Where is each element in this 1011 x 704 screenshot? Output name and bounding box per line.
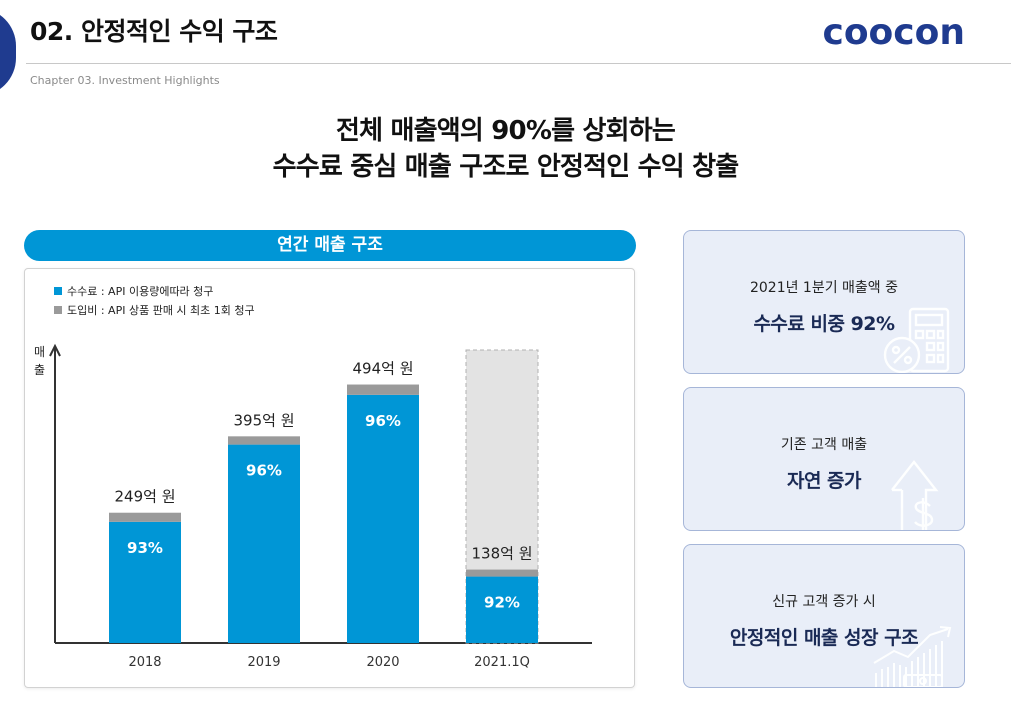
legend-swatch-fee: [54, 287, 62, 295]
bar-fee: [347, 394, 419, 643]
bar-fee: [109, 521, 181, 643]
highlight-card-existing-customers: 기존 고객 매출 자연 증가: [683, 387, 965, 531]
bar-fee: [228, 444, 300, 643]
highlight-card-new-customers: 신규 고객 증가 시 안정적인 매출 성장 구조: [683, 544, 965, 688]
headline-line-1: 전체 매출액의 90%를 상회하는: [336, 116, 676, 146]
highlight-card-fee-share: 2021년 1분기 매출액 중 수수료 비중 92%: [683, 230, 965, 374]
legend-label-fee: 수수료 : API 이용량에따라 청구: [67, 285, 214, 298]
card-headline: 자연 증가: [786, 470, 862, 492]
legend-item-setup: 도입비 : API 상품 판매 시 최초 1회 청구: [54, 302, 255, 318]
headline-line-2: 수수료 중심 매출 구조로 안정적인 수익 창출: [272, 152, 739, 182]
calculator-percent-icon: [883, 307, 950, 373]
card-caption: 신규 고객 증가 시: [772, 594, 876, 610]
bar-share-label: 96%: [365, 412, 401, 430]
x-tick-label: 2019: [247, 655, 280, 670]
legend-label-setup: 도입비 : API 상품 판매 시 최초 1회 청구: [67, 304, 255, 317]
bar-setup: [109, 512, 181, 522]
bar-total-label: 138억 원: [472, 545, 533, 563]
chart-box: [24, 268, 635, 688]
legend-item-fee: 수수료 : API 이용량에따라 청구: [54, 283, 213, 299]
header-divider: [26, 63, 1011, 64]
card-caption: 기존 고객 매출: [780, 437, 868, 453]
x-tick-label: 2021.1Q: [474, 655, 530, 670]
bar-fee: [466, 576, 538, 643]
chart-panel-title: 연간 매출 구조: [24, 230, 636, 261]
bar-total-label: 249억 원: [115, 488, 176, 506]
card-caption: 2021년 1분기 매출액 중: [749, 280, 899, 296]
card-headline: 수수료 비중 92%: [753, 313, 895, 335]
bar-share-label: 96%: [246, 462, 282, 480]
chapter-label: Chapter 03. Investment Highlights: [30, 74, 220, 87]
bar-share-label: 93%: [127, 539, 163, 557]
bar-setup: [347, 384, 419, 395]
bar-share-label: 92%: [484, 594, 520, 612]
bar-setup: [466, 569, 538, 577]
growth-chart-icon: [873, 626, 952, 687]
left-accent-shape: [0, 8, 16, 96]
x-tick-label: 2020: [366, 655, 399, 670]
bar-total-label: 395억 원: [234, 411, 295, 429]
y-axis-label: 매출: [34, 345, 46, 377]
legend-swatch-setup: [54, 306, 62, 314]
page-title: 02. 안정적인 수익 구조: [30, 17, 278, 46]
y-axis-arrow: [49, 343, 61, 357]
bar-total-label: 494억 원: [353, 360, 414, 378]
dollar-up-arrow-icon: [891, 460, 939, 530]
card-headline: 안정적인 매출 성장 구조: [729, 627, 919, 649]
bar-setup: [228, 436, 300, 445]
coocon-logo: coocon: [822, 12, 965, 53]
x-tick-label: 2018: [128, 655, 161, 670]
